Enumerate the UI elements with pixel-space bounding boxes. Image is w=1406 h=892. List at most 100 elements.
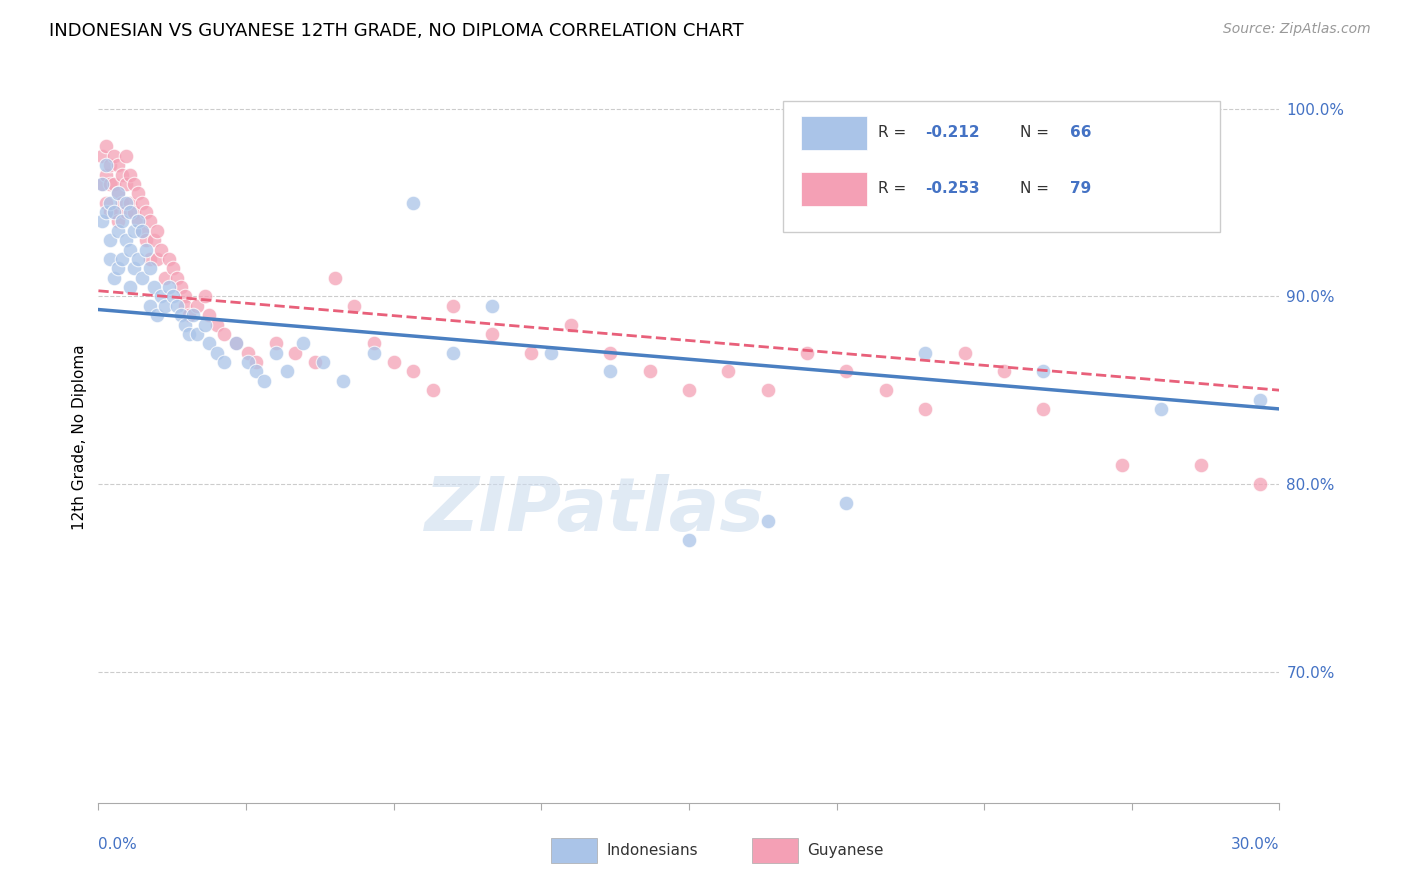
Point — [107, 186, 129, 201]
Point — [127, 214, 149, 228]
Point — [1150, 401, 1173, 416]
Point — [796, 345, 818, 359]
Text: Indonesians: Indonesians — [606, 843, 697, 858]
Y-axis label: 12th Grade, No Diploma: 12th Grade, No Diploma — [72, 344, 87, 530]
Point — [162, 289, 184, 303]
Point — [103, 205, 125, 219]
Point — [107, 158, 129, 172]
Point — [363, 336, 385, 351]
Point — [186, 299, 208, 313]
Point — [155, 299, 177, 313]
Text: 66: 66 — [1070, 125, 1092, 139]
Point — [146, 252, 169, 266]
Text: 79: 79 — [1070, 181, 1091, 196]
Point — [118, 205, 141, 219]
Point — [225, 336, 247, 351]
Point — [560, 318, 582, 332]
Point — [1249, 392, 1271, 407]
Point — [1189, 458, 1212, 473]
Point — [253, 374, 276, 388]
Point — [118, 195, 141, 210]
Point — [276, 364, 298, 378]
Point — [638, 364, 661, 378]
Point — [214, 326, 236, 341]
Point — [599, 345, 621, 359]
Point — [91, 149, 114, 163]
Point — [96, 205, 118, 219]
Point — [245, 355, 267, 369]
Text: N =: N = — [1019, 125, 1053, 139]
Point — [756, 383, 779, 397]
Point — [122, 177, 145, 191]
Point — [98, 205, 121, 219]
Point — [678, 533, 700, 548]
Point — [98, 195, 121, 210]
Point — [166, 299, 188, 313]
Point — [599, 364, 621, 378]
Point — [115, 233, 138, 247]
Point — [131, 224, 153, 238]
Point — [174, 299, 197, 313]
Point — [150, 243, 173, 257]
Point — [194, 318, 217, 332]
Point — [177, 308, 200, 322]
Point — [214, 355, 236, 369]
Text: N =: N = — [1019, 181, 1053, 196]
Point — [111, 168, 134, 182]
Point — [304, 355, 326, 369]
Point — [157, 280, 180, 294]
Point — [835, 496, 858, 510]
Point — [118, 243, 141, 257]
Point — [953, 345, 976, 359]
Point — [197, 336, 219, 351]
Point — [225, 336, 247, 351]
Text: R =: R = — [877, 125, 911, 139]
Point — [138, 299, 160, 313]
Point — [142, 280, 165, 294]
Point — [115, 149, 138, 163]
Point — [284, 345, 307, 359]
Point — [115, 177, 138, 191]
Text: 0.0%: 0.0% — [98, 837, 138, 852]
Point — [98, 252, 121, 266]
Point — [131, 195, 153, 210]
Point — [197, 308, 219, 322]
Point — [678, 383, 700, 397]
Point — [115, 195, 138, 210]
Point — [914, 345, 936, 359]
Point — [205, 345, 228, 359]
Point — [1032, 364, 1054, 378]
Point — [127, 186, 149, 201]
Point — [481, 326, 503, 341]
Text: ZIPatlas: ZIPatlas — [425, 474, 765, 547]
Point — [312, 355, 335, 369]
Point — [91, 177, 114, 191]
Point — [520, 345, 543, 359]
Point — [174, 318, 197, 332]
Point — [166, 270, 188, 285]
Point — [135, 205, 157, 219]
Point — [441, 345, 464, 359]
FancyBboxPatch shape — [551, 838, 596, 863]
Text: Guyanese: Guyanese — [807, 843, 883, 858]
Point — [481, 299, 503, 313]
Point — [131, 224, 153, 238]
Point — [122, 261, 145, 276]
Point — [264, 345, 287, 359]
Point — [98, 233, 121, 247]
Point — [1032, 401, 1054, 416]
Point — [441, 299, 464, 313]
Point — [111, 252, 134, 266]
Point — [138, 252, 160, 266]
Text: -0.253: -0.253 — [925, 181, 980, 196]
Point — [111, 214, 134, 228]
Point — [107, 214, 129, 228]
Point — [756, 515, 779, 529]
Point — [1249, 477, 1271, 491]
Point — [118, 168, 141, 182]
Point — [131, 270, 153, 285]
Point — [264, 336, 287, 351]
Point — [205, 318, 228, 332]
Point — [118, 280, 141, 294]
Point — [382, 355, 405, 369]
